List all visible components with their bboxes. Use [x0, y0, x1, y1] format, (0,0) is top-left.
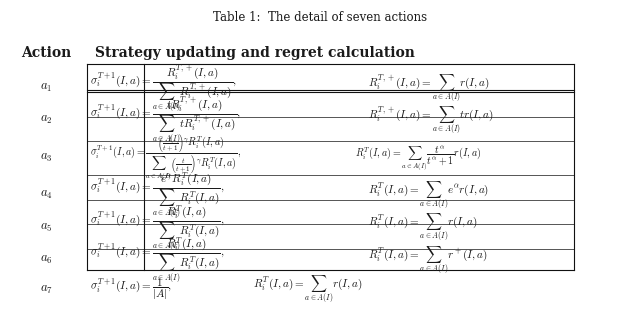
Text: $\sigma_i^{T+1}(I,a) = \dfrac{R_i^T(I,a)}{\sum_{a\in A(I)} R_i^T(I,a)},$: $\sigma_i^{T+1}(I,a) = \dfrac{R_i^T(I,a)…	[90, 203, 224, 252]
Text: $R_i^T(I,a) = \sum_{a\in A(I)} \dfrac{t^\alpha}{t^\alpha+1}r(I,a)$: $R_i^T(I,a) = \sum_{a\in A(I)} \dfrac{t^…	[355, 143, 481, 171]
Text: $R_i^T(I,a) = \sum_{a\in A(I)} r(I,a)$: $R_i^T(I,a) = \sum_{a\in A(I)} r(I,a)$	[368, 212, 477, 243]
Text: Action: Action	[21, 46, 72, 60]
Text: $R_i^T(I,a) = \sum_{a\in A(I)} r^+(I,a)$: $R_i^T(I,a) = \sum_{a\in A(I)} r^+(I,a)$	[368, 244, 488, 275]
Text: $R_i^T(I,a) = \sum_{a\in A(I)} r(I,a)$: $R_i^T(I,a) = \sum_{a\in A(I)} r(I,a)$	[253, 274, 362, 304]
Text: $a_3$: $a_3$	[40, 151, 52, 164]
Text: $R_i^{T,+}(I,a) = \sum_{a\in A(I)} tr(I,a)$: $R_i^{T,+}(I,a) = \sum_{a\in A(I)} tr(I,…	[368, 104, 494, 135]
Text: $a_1$: $a_1$	[40, 81, 52, 94]
Text: $a_4$: $a_4$	[40, 188, 52, 201]
Text: $R_i^T(I,a) = \sum_{a\in A(I)} e^\alpha r(I,a)$: $R_i^T(I,a) = \sum_{a\in A(I)} e^\alpha …	[368, 180, 489, 210]
Text: Table 1:  The detail of seven actions: Table 1: The detail of seven actions	[213, 11, 427, 24]
Text: $a_7$: $a_7$	[40, 283, 53, 296]
Text: Strategy updating and regret calculation: Strategy updating and regret calculation	[95, 46, 415, 60]
Text: $R_i^{T,+}(I,a) = \sum_{a\in A(I)} r(I,a)$: $R_i^{T,+}(I,a) = \sum_{a\in A(I)} r(I,a…	[368, 72, 490, 103]
Text: $\sigma_i^{T+1}(I,a) = \dfrac{R_i^{T,+}(I,a)}{\sum_{a\in A(I)} R_i^{T,+}(I,a)},$: $\sigma_i^{T+1}(I,a) = \dfrac{R_i^{T,+}(…	[90, 62, 236, 112]
Text: $\sigma_i^{T+1}(I,a) = \dfrac{tR_i^{T,+}(I,a)}{\sum_{a\in A(I)} tR_i^{T,+}(I,a)}: $\sigma_i^{T+1}(I,a) = \dfrac{tR_i^{T,+}…	[90, 94, 241, 145]
Text: $\sigma_i^{T+1}(I,a) = \dfrac{e^\alpha R_i^T(I,a)}{\sum_{a\in A(I)} R_i^T(I,a)},: $\sigma_i^{T+1}(I,a) = \dfrac{e^\alpha R…	[90, 171, 224, 219]
Text: $\sigma_i^{T+1}(I,a) = \dfrac{\left(\frac{t}{t+1}\right)^\gamma R_i^T(I,a)}{\sum: $\sigma_i^{T+1}(I,a) = \dfrac{\left(\fra…	[90, 132, 241, 182]
Text: $\sigma_i^{T+1}(I,a) = \dfrac{R_i^T(I,a)}{\sum_{a\in A(I)} R_i^T(I,a)},$: $\sigma_i^{T+1}(I,a) = \dfrac{R_i^T(I,a)…	[90, 235, 224, 284]
Text: $a_5$: $a_5$	[40, 221, 52, 234]
Text: $a_6$: $a_6$	[40, 253, 52, 266]
Text: $a_2$: $a_2$	[40, 113, 52, 126]
Text: $\sigma_i^{T+1}(I,a) = \dfrac{1}{|A|},$: $\sigma_i^{T+1}(I,a) = \dfrac{1}{|A|},$	[90, 277, 172, 302]
